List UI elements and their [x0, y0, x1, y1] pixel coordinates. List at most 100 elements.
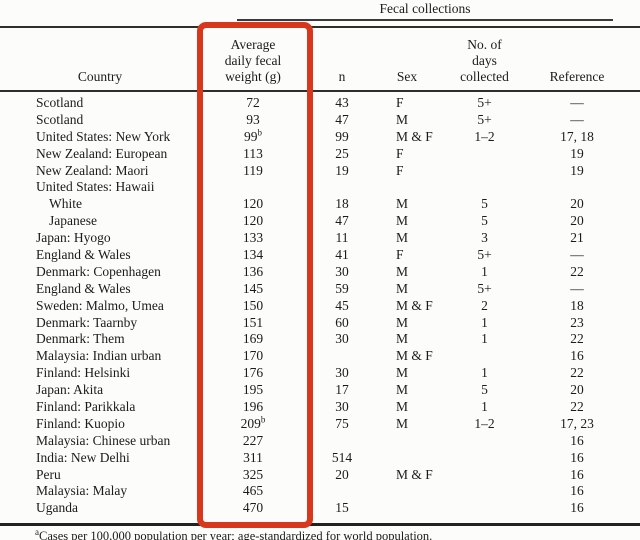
avg-weight-cell: 93 [246, 111, 260, 127]
n-cell: 30 [335, 263, 349, 279]
avg-weight-cell: 136 [242, 263, 264, 279]
country-cell: India: New Delhi [36, 449, 130, 465]
footnote: aCases per 100,000 population per year; … [35, 526, 615, 540]
avg-weight-cell: 151 [242, 314, 264, 330]
reference-cell: 20 [570, 196, 584, 212]
table-row: Japan: Hyogo 133 11 M 3 21 [0, 230, 640, 247]
reference-cell: — [570, 95, 584, 110]
days-cell: 5 [481, 196, 488, 212]
table-row: Malaysia: Indian urban 170 M & F 16 [0, 348, 640, 365]
avg-weight-cell: 209b [240, 414, 266, 431]
avg-weight-cell: 133 [242, 230, 264, 246]
sex-cell [372, 500, 442, 517]
header-average-daily-fecal-weight: Average daily fecal weight (g) [224, 37, 282, 84]
n-cell: 15 [335, 500, 349, 516]
reference-cell: 16 [570, 483, 584, 499]
n-cell [312, 483, 372, 500]
days-cell: 2 [481, 297, 488, 313]
days-cell [442, 163, 527, 180]
country-cell: Malaysia: Chinese urban [36, 432, 171, 448]
reference-cell [527, 179, 627, 196]
header-reference: Reference [549, 69, 605, 84]
n-cell: 25 [335, 145, 349, 161]
table-row: United States: New York 99b 99 M & F 1–2… [0, 128, 640, 146]
n-cell [312, 348, 372, 365]
table-row: England & Wales 134 41 F 5+ — [0, 247, 640, 264]
table-row: England & Wales 145 59 M 5+ — [0, 281, 640, 298]
sex-cell [372, 433, 442, 450]
sex-cell: M [396, 263, 409, 279]
avg-weight-cell: 196 [242, 399, 264, 415]
n-cell: 75 [335, 415, 349, 431]
avg-weight-cell: 150 [242, 297, 264, 313]
days-cell: 1 [481, 365, 488, 381]
country-cell: Finland: Kuopio [36, 415, 125, 431]
spanner-underline [237, 19, 613, 21]
country-cell: United States: Hawaii [36, 179, 155, 195]
footnote-marker: a [35, 526, 39, 537]
days-cell: 1 [481, 399, 488, 415]
reference-cell: 20 [570, 213, 584, 229]
sex-cell: M [396, 382, 409, 398]
country-cell: White [49, 196, 82, 212]
header-days-collected: No. of days collected [460, 37, 509, 84]
n-cell: 60 [335, 314, 349, 330]
table-row: Malaysia: Malay 465 16 [0, 483, 640, 500]
n-cell: 59 [335, 280, 349, 296]
n-cell: 43 [335, 95, 349, 110]
country-cell: New Zealand: Maori [36, 162, 149, 178]
days-cell: 5 [481, 382, 488, 398]
sex-cell: M [396, 365, 409, 381]
reference-cell: — [570, 280, 584, 296]
country-cell: Denmark: Taarnby [36, 314, 138, 330]
n-cell: 30 [335, 365, 349, 381]
sex-cell: M [396, 230, 409, 246]
reference-cell: 22 [570, 263, 584, 279]
reference-cell: 16 [570, 466, 584, 482]
table-row: United States: Hawaii [0, 179, 640, 196]
table-spanner-label: Fecal collections [379, 1, 471, 16]
reference-cell: 19 [570, 162, 584, 178]
sex-cell: M [396, 314, 409, 330]
avg-weight-cell: 227 [242, 432, 264, 448]
reference-cell: — [570, 111, 584, 127]
table-bottom-rule [0, 523, 640, 526]
table-row: Scotland 72 43 F 5+ — [0, 95, 640, 112]
country-cell: Sweden: Malmo, Umea [36, 297, 164, 313]
sex-cell: M & F [396, 466, 433, 482]
days-cell: 5+ [477, 95, 492, 110]
sex-cell [372, 483, 442, 500]
header-n: n [338, 69, 346, 84]
footnote-text: Cases per 100,000 population per year; a… [39, 529, 433, 540]
days-cell: 1 [481, 331, 488, 347]
avg-weight-cell: 120 [242, 213, 264, 229]
table-rows: Scotland 72 43 F 5+ — Scotland 93 47 M 5… [0, 95, 640, 517]
country-cell: Malaysia: Indian urban [36, 348, 162, 364]
table-row: Scotland 93 47 M 5+ — [0, 112, 640, 129]
avg-weight-cell: 169 [242, 331, 264, 347]
country-cell: Denmark: Them [36, 331, 125, 347]
reference-cell: 22 [570, 331, 584, 347]
days-cell: 5 [481, 213, 488, 229]
n-cell: 514 [331, 449, 353, 465]
days-cell: 5+ [477, 280, 492, 296]
days-cell: 1 [481, 314, 488, 330]
table-row: Denmark: Them 169 30 M 1 22 [0, 331, 640, 348]
reference-cell: 22 [570, 365, 584, 381]
sex-cell: M [396, 213, 409, 229]
avg-weight-cell: 119 [243, 162, 263, 178]
table-row: Sweden: Malmo, Umea 150 45 M & F 2 18 [0, 298, 640, 315]
sex-cell: M [396, 196, 409, 212]
table-row: Denmark: Copenhagen 136 30 M 1 22 [0, 264, 640, 281]
avg-weight-cell: 170 [242, 348, 264, 364]
reference-cell: 19 [570, 145, 584, 161]
days-cell: 1 [481, 263, 488, 279]
country-cell: Denmark: Copenhagen [36, 263, 161, 279]
table-row: Japan: Akita 195 17 M 5 20 [0, 382, 640, 399]
days-cell [442, 146, 527, 163]
n-cell: 30 [335, 331, 349, 347]
country-cell: Uganda [36, 500, 78, 516]
sex-cell: F [396, 95, 404, 110]
avg-weight-cell: 195 [242, 382, 264, 398]
avg-weight-cell: 72 [246, 95, 260, 110]
